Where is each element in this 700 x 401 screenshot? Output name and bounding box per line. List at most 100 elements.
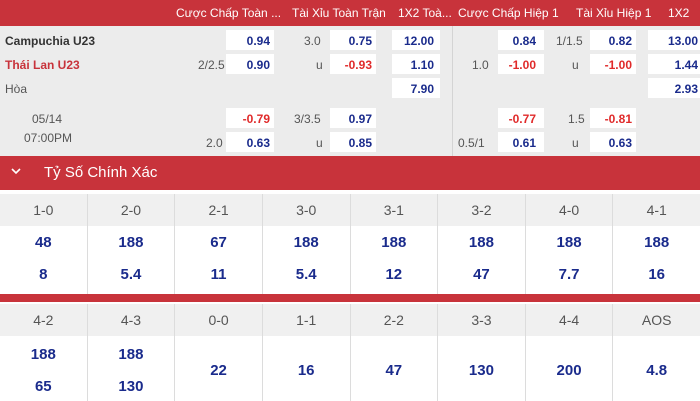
col-ft-handicap[interactable]: Cược Chấp Toàn ... <box>176 6 282 20</box>
score-odds-away[interactable]: 8 <box>39 266 48 283</box>
score-odds-home[interactable]: 188 <box>293 234 319 251</box>
odds-value[interactable]: 0.63 <box>608 136 632 150</box>
divider-strip <box>0 294 700 302</box>
score-cell[interactable]: 2-0 188 5.4 <box>86 194 175 294</box>
odds-value[interactable]: 1.44 <box>674 58 698 72</box>
score-odds-away[interactable]: 16 <box>648 266 666 283</box>
score-odds-away[interactable]: 130 <box>118 378 144 395</box>
score-odds-home[interactable]: 48 <box>34 234 52 251</box>
score-cell[interactable]: 3-3 130 <box>437 304 525 401</box>
score-odds-home[interactable]: 188 <box>468 234 494 251</box>
score-cell[interactable]: 4-4 200 <box>524 304 613 401</box>
score-label: 4-2 <box>0 304 87 336</box>
score-odds[interactable]: 47 <box>385 362 403 379</box>
col-h1-1x2[interactable]: 1X2 <box>668 6 690 20</box>
line-label: 1.5 <box>568 112 585 126</box>
odds-header: Cược Chấp Toàn ... Tài Xỉu Toàn Trận 1X2… <box>0 0 700 26</box>
score-grid-bottom: 4-2 188 65 4-3 188 130 0-0 22 1-1 16 2-2 47 3-3… <box>0 304 700 401</box>
score-label: 4-3 <box>87 304 175 336</box>
score-label: 4-4 <box>525 304 613 336</box>
score-cell[interactable]: 3-2 188 47 <box>437 194 525 294</box>
odds-value[interactable]: 0.63 <box>246 136 270 150</box>
line-label: 3.0 <box>304 34 321 48</box>
line-label: 0.5/1 <box>458 136 485 150</box>
score-cell[interactable]: 3-0 188 5.4 <box>261 194 350 294</box>
home-team: Campuchia U23 <box>5 34 96 48</box>
score-odds-away[interactable]: 65 <box>34 378 52 395</box>
score-odds-home[interactable]: 188 <box>644 234 670 251</box>
odds-value[interactable]: -1.00 <box>604 58 632 72</box>
score-cell[interactable]: 1-1 16 <box>261 304 350 401</box>
odds-value[interactable]: 7.90 <box>410 82 434 96</box>
score-odds-away[interactable]: 7.7 <box>558 266 580 283</box>
odds-value[interactable]: 0.94 <box>246 34 270 48</box>
score-label: 2-0 <box>87 194 175 226</box>
score-label: 1-0 <box>0 194 87 226</box>
score-odds-away[interactable]: 12 <box>385 266 403 283</box>
odds-value[interactable]: 0.97 <box>348 112 372 126</box>
away-team: Thái Lan U23 <box>5 58 80 72</box>
score-odds-home[interactable]: 188 <box>118 234 144 251</box>
odds-value[interactable]: -0.93 <box>344 58 372 72</box>
correct-score-section-header[interactable]: Tỷ Số Chính Xác <box>0 156 700 190</box>
col-h1-handicap[interactable]: Cược Chấp Hiệp 1 <box>458 6 559 20</box>
score-odds-away[interactable]: 11 <box>210 266 227 283</box>
col-ft-over-under[interactable]: Tài Xỉu Toàn Trận <box>292 6 386 20</box>
score-grid-top: 1-0 48 8 2-0 188 5.4 2-1 67 11 3-0 188 5.4 3-1 18… <box>0 194 700 294</box>
score-label: 2-1 <box>175 194 262 226</box>
odds-value[interactable]: 0.82 <box>608 34 632 48</box>
score-cell[interactable]: 1-0 48 8 <box>0 194 87 294</box>
col-h1-over-under[interactable]: Tài Xỉu Hiệp 1 <box>576 6 652 20</box>
score-odds-home[interactable]: 188 <box>30 346 56 363</box>
score-cell[interactable]: 4-0 188 7.7 <box>524 194 613 294</box>
score-odds-away[interactable]: 47 <box>473 266 490 283</box>
odds-value[interactable]: 13.00 <box>667 34 698 48</box>
line-label: 2/2.5 <box>198 58 225 72</box>
odds-table: Campuchia U23 Thái Lan U23 Hòa 05/14 07:… <box>0 26 700 156</box>
score-cell[interactable]: 0-0 22 <box>174 304 262 401</box>
odds-value[interactable]: 0.90 <box>246 58 270 72</box>
score-cell[interactable]: 3-1 188 12 <box>349 194 438 294</box>
score-odds-home[interactable]: 188 <box>381 234 407 251</box>
odds-value[interactable]: 0.85 <box>348 136 372 150</box>
score-cell[interactable]: 4-3 188 130 <box>86 304 175 401</box>
score-odds-away[interactable]: 5.4 <box>295 266 317 283</box>
odds-value[interactable]: -0.77 <box>508 112 536 126</box>
score-cell[interactable]: 2-1 67 11 <box>174 194 262 294</box>
odds-value[interactable]: 12.00 <box>403 34 434 48</box>
score-odds-home[interactable]: 188 <box>556 234 582 251</box>
score-label: 4-1 <box>613 194 700 226</box>
line-label: 1.0 <box>472 58 489 72</box>
score-label: 2-2 <box>350 304 438 336</box>
score-label: 3-3 <box>438 304 525 336</box>
under-label: u <box>316 58 323 72</box>
score-odds[interactable]: 200 <box>556 362 582 379</box>
score-odds-home[interactable]: 67 <box>210 234 227 251</box>
score-odds[interactable]: 130 <box>468 362 494 379</box>
score-odds[interactable]: 16 <box>297 362 315 379</box>
score-cell[interactable]: 4-2 188 65 <box>0 304 87 401</box>
score-label: AOS <box>613 304 700 336</box>
score-cell[interactable]: 4-1 188 16 <box>612 194 700 294</box>
score-odds-home[interactable]: 188 <box>118 346 144 363</box>
line-label: 2.0 <box>206 136 223 150</box>
score-label: 4-0 <box>525 194 613 226</box>
score-odds[interactable]: 4.8 <box>646 362 668 379</box>
odds-value[interactable]: -0.79 <box>242 112 270 126</box>
col-ft-1x2[interactable]: 1X2 Toà... <box>398 6 452 20</box>
score-odds[interactable]: 22 <box>210 362 227 379</box>
odds-value[interactable]: -1.00 <box>508 58 536 72</box>
odds-value[interactable]: 0.84 <box>512 34 536 48</box>
score-cell[interactable]: AOS 4.8 <box>612 304 700 401</box>
under-label: u <box>572 136 579 150</box>
score-cell[interactable]: 2-2 47 <box>349 304 438 401</box>
odds-value[interactable]: 1.10 <box>410 58 434 72</box>
odds-value[interactable]: 2.93 <box>674 82 698 96</box>
section-title: Tỷ Số Chính Xác <box>44 164 158 181</box>
odds-value[interactable]: -0.81 <box>604 112 632 126</box>
chevron-down-icon[interactable] <box>10 165 22 180</box>
odds-value[interactable]: 0.75 <box>348 34 372 48</box>
odds-value[interactable]: 0.61 <box>512 136 536 150</box>
score-odds-away[interactable]: 5.4 <box>120 266 142 283</box>
score-label: 3-2 <box>438 194 525 226</box>
